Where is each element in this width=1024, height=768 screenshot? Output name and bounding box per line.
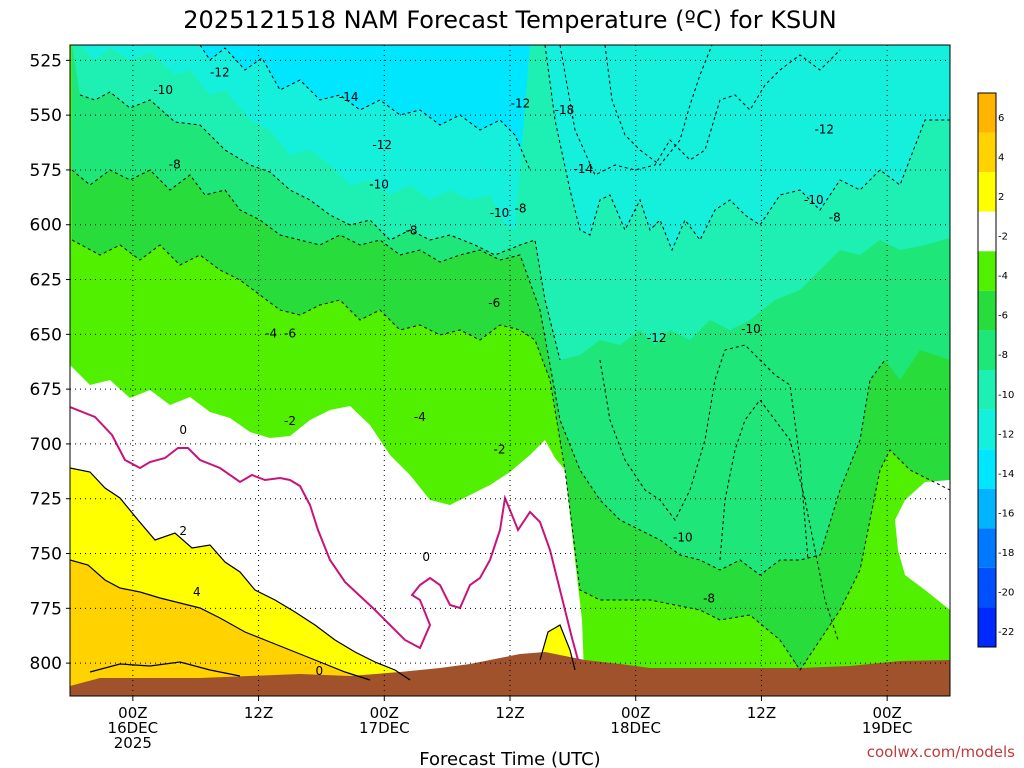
colorbar-label: -18: [998, 548, 1014, 559]
colorbar-segment: [978, 330, 996, 370]
watermark: coolwx.com/models: [867, 743, 1015, 761]
contour-label: -6: [284, 327, 296, 341]
plot-area: -12 -10 -8 -14 -12 -10 -8 -4 -6 -2 0 2 4 0 -4 -6 -10 -8 -1…: [70, 45, 950, 696]
contour-label: -12: [210, 66, 230, 80]
y-tick-label: 575: [30, 161, 62, 181]
colorbar-segment: [978, 290, 996, 331]
contour-label: -2: [284, 414, 296, 428]
contour-label: -14: [339, 90, 359, 104]
y-tick-label: 600: [30, 216, 62, 236]
y-tick-label: 800: [30, 654, 62, 674]
grid: [70, 45, 950, 696]
x-tick-label: 12Z: [747, 704, 776, 722]
contour-label: -12: [511, 96, 531, 110]
contour-label: -8: [169, 158, 181, 172]
contour-label: 4: [193, 585, 201, 599]
colorbar-segment: [978, 528, 996, 568]
y-tick-label: 725: [30, 490, 62, 510]
contour-label: -14: [574, 162, 594, 176]
contour-label: -18: [555, 103, 575, 117]
colorbar-label: 4: [998, 152, 1004, 163]
x-axis-label: Forecast Time (UTC): [419, 749, 600, 768]
contour-label: -12: [814, 123, 834, 137]
contour-label: -8: [703, 592, 715, 606]
x-tick-label: 2025: [114, 734, 152, 752]
x-tick-label: 12Z: [244, 704, 273, 722]
x-tick-label: 17DEC: [359, 719, 410, 737]
colorbar-label: -10: [998, 390, 1014, 401]
contour-label: -10: [490, 206, 510, 220]
colorbar-segment: [978, 370, 996, 410]
contour-label: -6: [488, 296, 500, 310]
colorbar-label: -8: [998, 350, 1008, 361]
y-axis: 525 550 575 600 625 650 675 700 725 750 775 800: [30, 51, 70, 674]
zero-isotherm: [70, 406, 579, 661]
contour-label: -12: [647, 331, 667, 345]
contour-label: -10: [369, 177, 389, 191]
colorbar-segment: [978, 567, 996, 608]
contour-label: -4: [414, 410, 426, 424]
terrain: [70, 652, 950, 696]
colorbar-label: -12: [998, 429, 1014, 440]
x-tick-label: 16DEC: [108, 719, 159, 737]
colorbar-label: -14: [998, 469, 1014, 480]
y-tick-label: 525: [30, 51, 62, 71]
colorbar-label: -16: [998, 509, 1014, 520]
contour-label: 0: [422, 550, 430, 564]
contour-label: -12: [372, 138, 392, 152]
colorbar-frame: [977, 92, 997, 648]
x-tick-label: 00Z: [872, 704, 901, 722]
contour-labels: -12 -10 -8 -14 -12 -10 -8 -4 -6 -2 0 2 4 0 -4 -6 -10 -8 -1…: [153, 66, 841, 678]
contour-label: -10: [804, 193, 824, 207]
colorbar: 6 4 2 -2 -4 -6 -8 -10 -12 -14 -16 -18 -20 -22: [977, 92, 1014, 648]
y-tick-label: 675: [30, 380, 62, 400]
contour-label: -10: [673, 530, 693, 544]
x-tick-label: 00Z: [118, 704, 147, 722]
contour-label: 0: [179, 423, 187, 437]
y-tick-label: 550: [30, 106, 62, 126]
x-tick-label: 00Z: [370, 704, 399, 722]
colorbar-segment: [978, 172, 996, 212]
x-tick-label: 12Z: [495, 704, 524, 722]
contour-label: -10: [741, 322, 761, 336]
contour-label: 2: [179, 524, 187, 538]
colorbar-label: -22: [998, 627, 1014, 638]
colorbar-label: 6: [998, 113, 1004, 124]
contour-label: -8: [406, 224, 418, 238]
colorbar-segment: [978, 488, 996, 529]
chart-title: 2025121518 NAM Forecast Temperature (ºC)…: [183, 6, 836, 34]
colorbar-label: -2: [998, 232, 1008, 243]
colorbar-label: 2: [998, 192, 1004, 203]
colorbar-label: -20: [998, 588, 1014, 599]
x-tick-label: 00Z: [621, 704, 650, 722]
contour-label: -4: [265, 327, 277, 341]
colorbar-segment: [978, 449, 996, 489]
colorbar-segment: [978, 132, 996, 173]
y-tick-label: 775: [30, 599, 62, 619]
colorbar-segment: [978, 251, 996, 291]
y-tick-label: 650: [30, 325, 62, 345]
contour-label: -8: [829, 210, 841, 224]
y-tick-label: 700: [30, 435, 62, 455]
contour-label: -2: [494, 443, 506, 457]
colorbar-segment: [978, 607, 996, 647]
colorbar-segment: [978, 211, 996, 252]
colorbar-label: -6: [998, 311, 1008, 322]
colorbar-segment: [978, 409, 996, 450]
contour-label: -10: [153, 83, 173, 97]
y-tick-label: 625: [30, 271, 62, 291]
dashed-isotherms: [71, 45, 950, 671]
x-tick-label: 19DEC: [862, 719, 913, 737]
colorbar-label: -4: [998, 271, 1008, 282]
contour-label: -8: [514, 202, 526, 216]
x-tick-label: 18DEC: [610, 719, 661, 737]
contour-label: 0: [316, 664, 324, 678]
colorbar-segment: [978, 93, 996, 133]
y-tick-label: 750: [30, 545, 62, 565]
band-minus2-right: [895, 480, 950, 610]
